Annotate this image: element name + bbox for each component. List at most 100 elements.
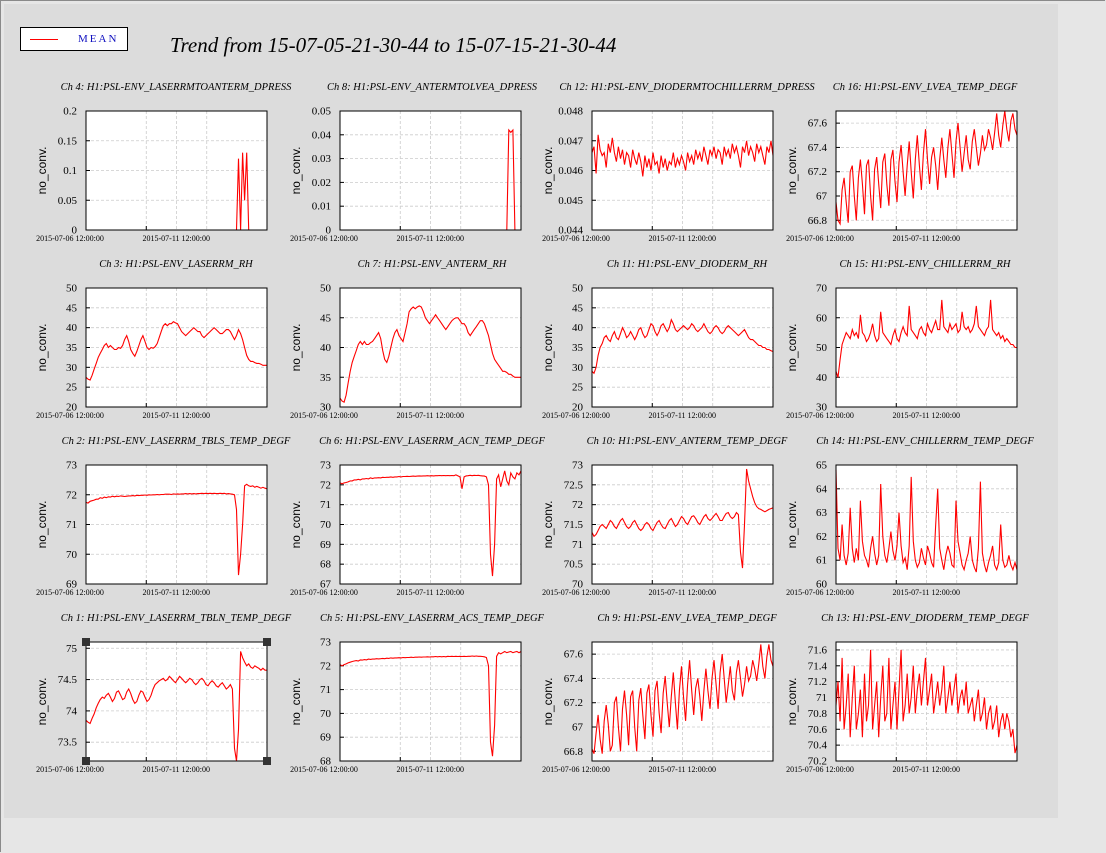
y-tick-label: 75	[66, 643, 78, 655]
trend-plot: 0 0.01 0.02 0.03 0.04 0.05 2015-07-06 12:00:00…	[289, 106, 522, 243]
panel-title: Ch 1: H1:PSL-ENV_LASERRM_TBLN_TEMP_DEGF	[60, 613, 292, 624]
y-axis-label: no_conv.	[785, 147, 799, 195]
y-tick-label: 0.04	[312, 129, 332, 141]
y-tick-label: 50	[320, 283, 332, 295]
y-tick-label: 69	[320, 732, 332, 744]
plot-frame	[85, 110, 268, 231]
plot-frame	[835, 464, 1018, 585]
x-tick-label: 2015-07-06 12:00:00	[290, 765, 358, 774]
series-line	[835, 649, 1018, 754]
y-tick-label: 50	[66, 283, 78, 295]
y-tick-label: 74	[66, 705, 78, 717]
trend-plot: 30 40 50 60 70 2015-07-06 12:00:00 2015-07-11 …	[785, 283, 1018, 420]
x-tick-label: 2015-07-06 12:00:00	[36, 765, 104, 774]
series-line	[835, 299, 1017, 378]
x-tick-label: 2015-07-06 12:00:00	[36, 411, 104, 420]
y-tick-label: 30	[572, 362, 584, 374]
plot-frame	[339, 464, 522, 585]
y-tick-label: 67.2	[808, 166, 827, 178]
trend-plot: 70 70.5 71 71.5 72 72.5 73 2015-07-06 12:00:00 2…	[541, 460, 774, 597]
panel-title: Ch 3: H1:PSL-ENV_LASERRM_RH	[99, 259, 253, 270]
y-tick-label: 72.5	[564, 479, 584, 491]
panel-title: Ch 2: H1:PSL-ENV_LASERRM_TBLS_TEMP_DEGF	[61, 436, 291, 447]
y-tick-label: 71	[816, 692, 827, 704]
x-tick-label: 2015-07-06 12:00:00	[290, 588, 358, 597]
y-tick-label: 70.6	[808, 724, 828, 736]
y-tick-label: 30	[816, 402, 828, 414]
y-tick-label: 71.4	[808, 660, 828, 672]
y-axis-label: no_conv.	[35, 147, 49, 195]
y-tick-label: 40	[320, 342, 332, 354]
y-tick-label: 50	[816, 342, 828, 354]
y-tick-label: 71.2	[808, 676, 827, 688]
x-tick-label: 2015-07-11 12:00:00	[397, 411, 464, 420]
x-tick-label: 2015-07-11 12:00:00	[649, 765, 716, 774]
y-tick-label: 74.5	[58, 674, 78, 686]
x-tick-label: 2015-07-11 12:00:00	[397, 765, 464, 774]
series-line	[85, 321, 267, 381]
y-tick-label: 67.4	[808, 142, 828, 154]
y-tick-label: 30	[320, 402, 332, 414]
y-axis-label: no_conv.	[541, 147, 555, 195]
y-tick-label: 67.2	[564, 697, 583, 709]
y-tick-label: 73	[572, 460, 584, 472]
selection-handle[interactable]	[82, 638, 90, 646]
panel-title: Ch 13: H1:PSL-ENV_DIODERM_TEMP_DEGF	[821, 613, 1029, 624]
plot-frame	[835, 287, 1018, 408]
y-tick-label: 70.4	[808, 740, 828, 752]
y-axis-label: no_conv.	[289, 324, 303, 372]
y-tick-label: 72	[66, 489, 77, 501]
y-tick-label: 60	[816, 312, 828, 324]
series-line	[591, 318, 774, 375]
y-tick-label: 70.8	[808, 708, 828, 720]
x-tick-label: 2015-07-11 12:00:00	[893, 765, 960, 774]
panel-title: Ch 6: H1:PSL-ENV_LASERRM_ACN_TEMP_DEGF	[319, 436, 545, 447]
x-tick-label: 2015-07-11 12:00:00	[893, 588, 960, 597]
selection-handle[interactable]	[263, 757, 271, 765]
y-tick-label: 70.2	[808, 756, 827, 768]
y-tick-label: 40	[816, 372, 828, 384]
y-tick-label: 25	[572, 382, 584, 394]
plot-frame	[591, 110, 774, 231]
y-tick-label: 35	[320, 372, 332, 384]
y-tick-label: 66.8	[564, 746, 584, 758]
x-tick-label: 2015-07-11 12:00:00	[143, 411, 210, 420]
y-tick-label: 66.8	[808, 215, 828, 227]
trend-plot: 66.8 67 67.2 67.4 67.6 2015-07-06 12:00:00 201…	[541, 641, 774, 774]
y-tick-label: 0.044	[558, 225, 583, 237]
x-tick-label: 2015-07-06 12:00:00	[290, 411, 358, 420]
plot-frame	[835, 641, 1018, 762]
y-tick-label: 0	[326, 225, 332, 237]
y-tick-label: 71.6	[808, 644, 828, 656]
panel-title: Ch 8: H1:PSL-ENV_ANTERMTOLVEA_DPRESS	[327, 82, 537, 93]
y-tick-label: 60	[816, 579, 828, 591]
panel-title: Ch 16: H1:PSL-ENV_LVEA_TEMP_DEGF	[832, 82, 1018, 93]
y-tick-label: 70	[66, 549, 78, 561]
y-tick-label: 50	[572, 283, 584, 295]
y-tick-label: 73	[320, 460, 332, 472]
x-tick-label: 2015-07-11 12:00:00	[649, 411, 716, 420]
y-tick-label: 0.01	[312, 201, 331, 213]
trend-plot: 20 25 30 35 40 45 50 2015-07-06 12:00:00 2015-07…	[35, 283, 268, 420]
series-line	[591, 134, 774, 177]
y-axis-label: no_conv.	[541, 678, 555, 726]
y-tick-label: 20	[572, 402, 584, 414]
selection-handle[interactable]	[82, 757, 90, 765]
y-tick-label: 67.6	[808, 118, 828, 130]
y-tick-label: 61	[816, 555, 827, 567]
y-tick-label: 67	[572, 722, 584, 734]
series-line	[835, 469, 1018, 573]
trend-plot: 67 68 69 70 71 72 73 2015-07-06 12:00:00 2015-07…	[289, 460, 522, 597]
y-axis-label: no_conv.	[35, 678, 49, 726]
y-tick-label: 67	[816, 191, 828, 203]
trend-plot: 66.8 67 67.2 67.4 67.6 2015-07-06 12:00:00 201…	[785, 110, 1018, 243]
y-tick-label: 0.048	[558, 106, 583, 118]
x-tick-label: 2015-07-11 12:00:00	[397, 234, 464, 243]
y-tick-label: 68	[320, 559, 332, 571]
y-tick-label: 71.5	[564, 519, 584, 531]
y-tick-label: 72	[320, 479, 331, 491]
selection-handle[interactable]	[263, 638, 271, 646]
x-tick-label: 2015-07-06 12:00:00	[36, 588, 104, 597]
legend-label: MEAN	[78, 33, 119, 45]
